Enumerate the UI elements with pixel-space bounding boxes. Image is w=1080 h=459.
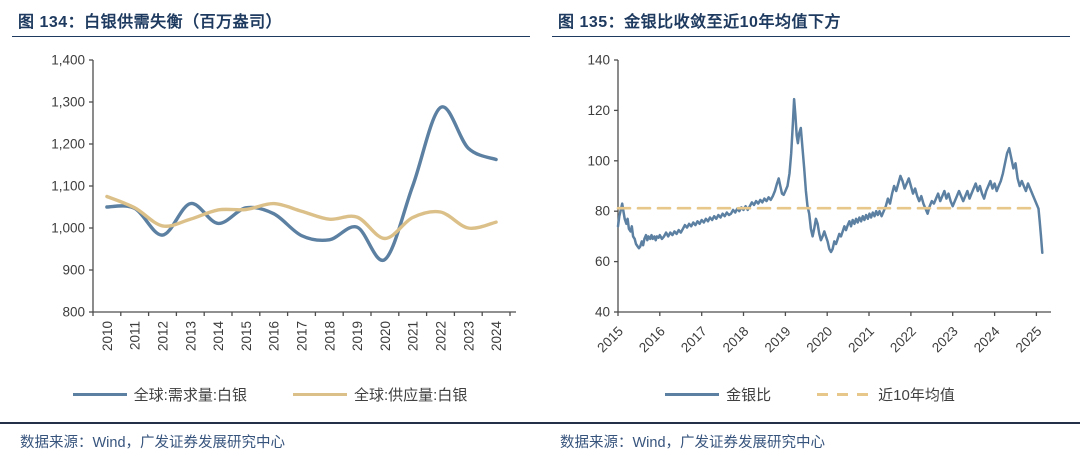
legend-line-sample-supply bbox=[293, 392, 347, 397]
source-note: 数据来源：Wind，广发证券发展研究中心 bbox=[560, 435, 826, 451]
svg-text:2012: 2012 bbox=[156, 321, 171, 351]
svg-text:900: 900 bbox=[62, 263, 85, 278]
svg-text:1,200: 1,200 bbox=[51, 137, 85, 152]
svg-text:800: 800 bbox=[62, 305, 85, 320]
panel-gold-silver-ratio: 图 135：金银比收敛至近10年均值下方 40 60 80 100 120 140 2015… bbox=[540, 0, 1080, 459]
svg-text:2025: 2025 bbox=[1013, 324, 1045, 356]
panel-silver-supply-demand: 图 134：白银供需失衡（百万盎司） 800 900 1,000 1,100 1,200… bbox=[0, 14, 540, 451]
svg-text:2019: 2019 bbox=[350, 321, 365, 351]
svg-text:2024: 2024 bbox=[971, 323, 1003, 355]
svg-text:2020: 2020 bbox=[378, 321, 393, 351]
ratio-chart-canvas: 40 60 80 100 120 140 2015 2016 2017 2018 2019 2020 2… bbox=[587, 53, 1051, 356]
chart-title-ratio: 图 135：金银比收敛至近10年均值下方 bbox=[558, 14, 841, 31]
svg-text:2021: 2021 bbox=[845, 324, 877, 356]
svg-text:2024: 2024 bbox=[489, 321, 504, 352]
legend-item-supply: 全球:供应量:白银 bbox=[293, 384, 467, 405]
svg-text:80: 80 bbox=[595, 204, 610, 219]
legend-label-demand: 全球:需求量:白银 bbox=[133, 387, 247, 404]
svg-text:1,000: 1,000 bbox=[51, 221, 85, 236]
title-underline bbox=[552, 36, 1070, 37]
svg-text:40: 40 bbox=[595, 305, 610, 320]
svg-text:1,400: 1,400 bbox=[51, 53, 85, 68]
legend-label-supply: 全球:供应量:白银 bbox=[354, 387, 468, 404]
title-underline bbox=[12, 36, 530, 37]
svg-text:2013: 2013 bbox=[183, 321, 198, 351]
svg-text:100: 100 bbox=[587, 153, 610, 168]
legend-label-ratio: 金银比 bbox=[726, 387, 772, 404]
svg-text:1,300: 1,300 bbox=[51, 95, 85, 110]
svg-text:60: 60 bbox=[595, 254, 610, 269]
svg-text:2017: 2017 bbox=[678, 324, 710, 356]
footer-separator bbox=[0, 422, 540, 424]
svg-text:2020: 2020 bbox=[803, 324, 835, 356]
svg-text:2016: 2016 bbox=[267, 321, 282, 351]
svg-text:2018: 2018 bbox=[720, 324, 752, 356]
svg-text:2022: 2022 bbox=[434, 321, 449, 351]
legend-ratio: 金银比 近10年均值 bbox=[540, 384, 1080, 405]
svg-text:2023: 2023 bbox=[461, 321, 476, 351]
silver-chart-canvas: 800 900 1,000 1,100 1,200 1,300 1,400 2010 2011 2… bbox=[51, 53, 516, 352]
legend-label-average: 近10年均值 bbox=[878, 387, 955, 404]
svg-text:2014: 2014 bbox=[211, 321, 226, 352]
chart-title-silver: 图 134：白银供需失衡（百万盎司） bbox=[18, 14, 283, 31]
svg-text:2023: 2023 bbox=[929, 324, 961, 356]
svg-text:2015: 2015 bbox=[594, 324, 626, 356]
footer-separator bbox=[540, 422, 1080, 424]
legend-item-average: 近10年均值 bbox=[817, 384, 955, 405]
source-note: 数据来源：Wind，广发证券发展研究中心 bbox=[20, 435, 286, 451]
legend-item-ratio: 金银比 bbox=[665, 384, 771, 405]
svg-text:1,100: 1,100 bbox=[51, 179, 85, 194]
svg-text:2018: 2018 bbox=[322, 321, 337, 351]
svg-text:2019: 2019 bbox=[762, 324, 794, 356]
legend-line-sample-demand bbox=[72, 392, 127, 397]
svg-text:2017: 2017 bbox=[295, 321, 310, 351]
legend-item-demand: 全球:需求量:白银 bbox=[72, 384, 247, 405]
legend-silver: 全球:需求量:白银 全球:供应量:白银 bbox=[0, 384, 540, 405]
svg-text:2022: 2022 bbox=[887, 324, 919, 356]
svg-text:2021: 2021 bbox=[406, 321, 421, 351]
svg-text:140: 140 bbox=[587, 53, 610, 68]
svg-text:2010: 2010 bbox=[100, 321, 115, 351]
svg-text:2016: 2016 bbox=[636, 324, 668, 356]
svg-text:120: 120 bbox=[587, 103, 610, 118]
legend-line-sample-ratio bbox=[665, 392, 720, 397]
legend-line-sample-average bbox=[817, 393, 872, 396]
svg-text:2011: 2011 bbox=[128, 321, 143, 350]
svg-text:2015: 2015 bbox=[239, 321, 254, 351]
